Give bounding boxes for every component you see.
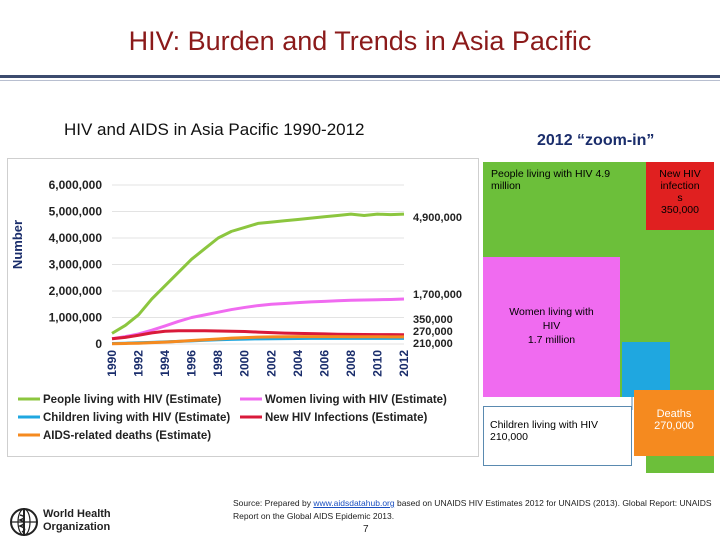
x-tick-label: 2000 — [238, 350, 252, 377]
treemap-deaths-line2: 270,000 — [654, 420, 694, 432]
treemap-new-infections-line3: s — [677, 192, 683, 204]
treemap-new-infections-line1: New HIV — [659, 168, 701, 180]
who-logo-icon — [8, 506, 40, 543]
source-note: Source: Prepared by www.aidsdatahub.org … — [233, 497, 718, 523]
treemap-children-block — [622, 342, 670, 397]
y-tick-label: 1,000,000 — [49, 311, 103, 325]
legend-label: New HIV Infections (Estimate) — [265, 412, 427, 424]
source-prefix: Source: Prepared by — [233, 498, 314, 508]
treemap-deaths-line1: Deaths — [656, 408, 692, 420]
legend-label: Women living with HIV (Estimate) — [265, 394, 447, 406]
series-line — [111, 212, 405, 335]
treemap-plhiv-label: People living with HIV 4.9 million — [491, 168, 611, 192]
y-tick-label: 6,000,000 — [49, 178, 103, 192]
end-value-label: 270,000 — [413, 326, 453, 338]
y-tick-label: 4,000,000 — [49, 231, 103, 245]
who-logo-text: World Health Organization — [43, 508, 111, 534]
legend-label: AIDS-related deaths (Estimate) — [43, 430, 211, 442]
chart-subtitle: HIV and AIDS in Asia Pacific 1990-2012 — [64, 120, 365, 139]
slide-title: HIV: Burden and Trends in Asia Pacific — [128, 26, 592, 56]
treemap-women-line3: 1.7 million — [527, 334, 576, 346]
y-tick-label: 3,000,000 — [49, 258, 103, 272]
x-tick-label: 2002 — [264, 350, 278, 377]
title-rule-thin — [0, 80, 720, 81]
x-tick-label: 2008 — [344, 350, 358, 377]
x-tick-label: 1990 — [105, 350, 119, 377]
series-line — [111, 329, 405, 341]
y-tick-label: 5,000,000 — [49, 205, 103, 219]
treemap-deaths-block: Deaths 270,000 — [634, 390, 714, 456]
treemap-women-block — [483, 257, 620, 397]
zoom-in-title: 2012 “zoom-in” — [537, 132, 655, 149]
x-tick-label: 2006 — [317, 350, 331, 377]
end-value-label: 350,000 — [413, 314, 453, 326]
source-link[interactable]: www.aidsdatahub.org — [313, 498, 395, 508]
x-tick-label: 2010 — [370, 350, 384, 377]
end-value-label: 210,000 — [413, 338, 453, 350]
treemap-women-line1: Women living with — [509, 306, 594, 318]
y-axis-title: Number — [10, 220, 25, 269]
legend-label: Children living with HIV (Estimate) — [43, 412, 230, 424]
treemap-new-infections-line2: infection — [660, 180, 700, 192]
treemap-women-line2: HIV — [542, 320, 561, 332]
treemap-new-infections-block: New HIV infection s 350,000 — [646, 162, 714, 230]
chart-frame — [7, 158, 479, 457]
end-value-label: 4,900,000 — [413, 212, 462, 224]
treemap-children-line1: Children living with HIV — [490, 419, 598, 431]
treemap-children-callout: Children living with HIV 210,000 — [483, 406, 632, 466]
x-tick-label: 1998 — [211, 350, 225, 377]
treemap-women-label: Women living with HIV 1.7 million — [483, 305, 620, 347]
y-tick-label: 2,000,000 — [49, 284, 103, 298]
x-tick-label: 1992 — [132, 350, 146, 377]
title-rule — [0, 75, 720, 78]
source-suffix: based on UNAIDS HIV Estimates 2012 for U… — [233, 498, 712, 521]
x-tick-label: 1994 — [158, 350, 172, 377]
series-line — [111, 335, 405, 346]
series-line — [111, 297, 405, 341]
legend-label: People living with HIV (Estimate) — [43, 394, 221, 406]
treemap-new-infections-line4: 350,000 — [661, 204, 699, 216]
who-logo-line1: World Health — [43, 508, 111, 520]
x-tick-label: 1996 — [185, 350, 199, 377]
treemap-children-line2: 210,000 — [490, 431, 528, 443]
page-number: 7 — [363, 524, 369, 535]
who-logo-line2: Organization — [43, 521, 111, 533]
end-value-label: 1,700,000 — [413, 289, 462, 301]
y-tick-label: 0 — [95, 337, 102, 351]
x-tick-label: 2004 — [291, 350, 305, 377]
x-tick-label: 2012 — [397, 350, 411, 377]
